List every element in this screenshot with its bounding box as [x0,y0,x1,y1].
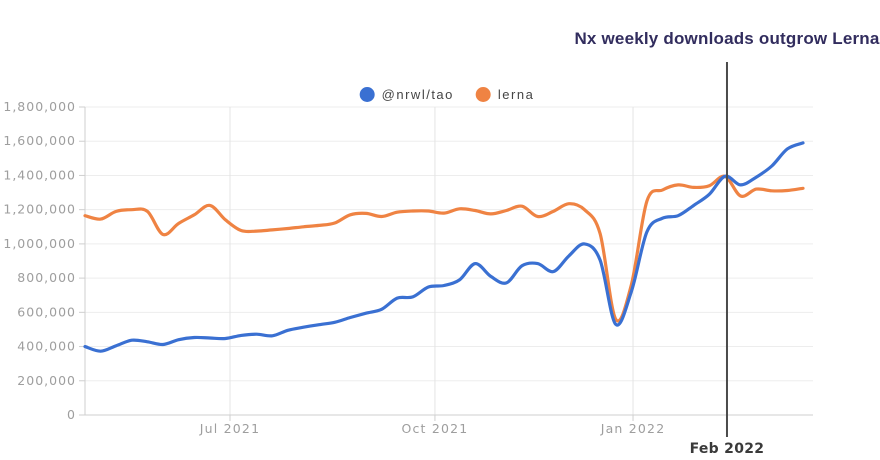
legend-swatch-lerna-icon [475,87,491,102]
y-tick-label: 800,000 [17,270,76,285]
legend-label-lerna: lerna [497,87,535,102]
legend-item-nrwl-tao: @nrwl/tao [359,87,454,102]
legend-swatch-nrwl-tao-icon [359,87,375,102]
y-tick-label: 200,000 [17,373,76,388]
y-tick-label: 400,000 [17,339,76,354]
annotation-label: Feb 2022 [690,441,765,457]
x-tick-label: Oct 2021 [401,421,468,436]
y-tick-label: 600,000 [17,304,76,319]
y-tick-label: 1,600,000 [3,133,76,148]
x-tick-label: Jul 2021 [199,421,260,436]
x-tick-label: Jan 2022 [600,421,666,436]
legend-label-nrwl-tao: @nrwl/tao [381,87,454,102]
y-tick-label: 1,000,000 [3,236,76,251]
y-tick-label: 1,800,000 [3,99,76,114]
y-tick-label: 0 [67,407,76,422]
legend-item-lerna: lerna [475,87,535,102]
chart-legend: @nrwl/tao lerna [359,87,535,102]
y-tick-label: 1,400,000 [3,167,76,182]
series-line-lerna [83,174,805,323]
chart-title: Nx weekly downloads outgrow Lerna [574,29,880,48]
series-line-nrwl-tao [83,141,805,353]
y-tick-label: 1,200,000 [3,202,76,217]
